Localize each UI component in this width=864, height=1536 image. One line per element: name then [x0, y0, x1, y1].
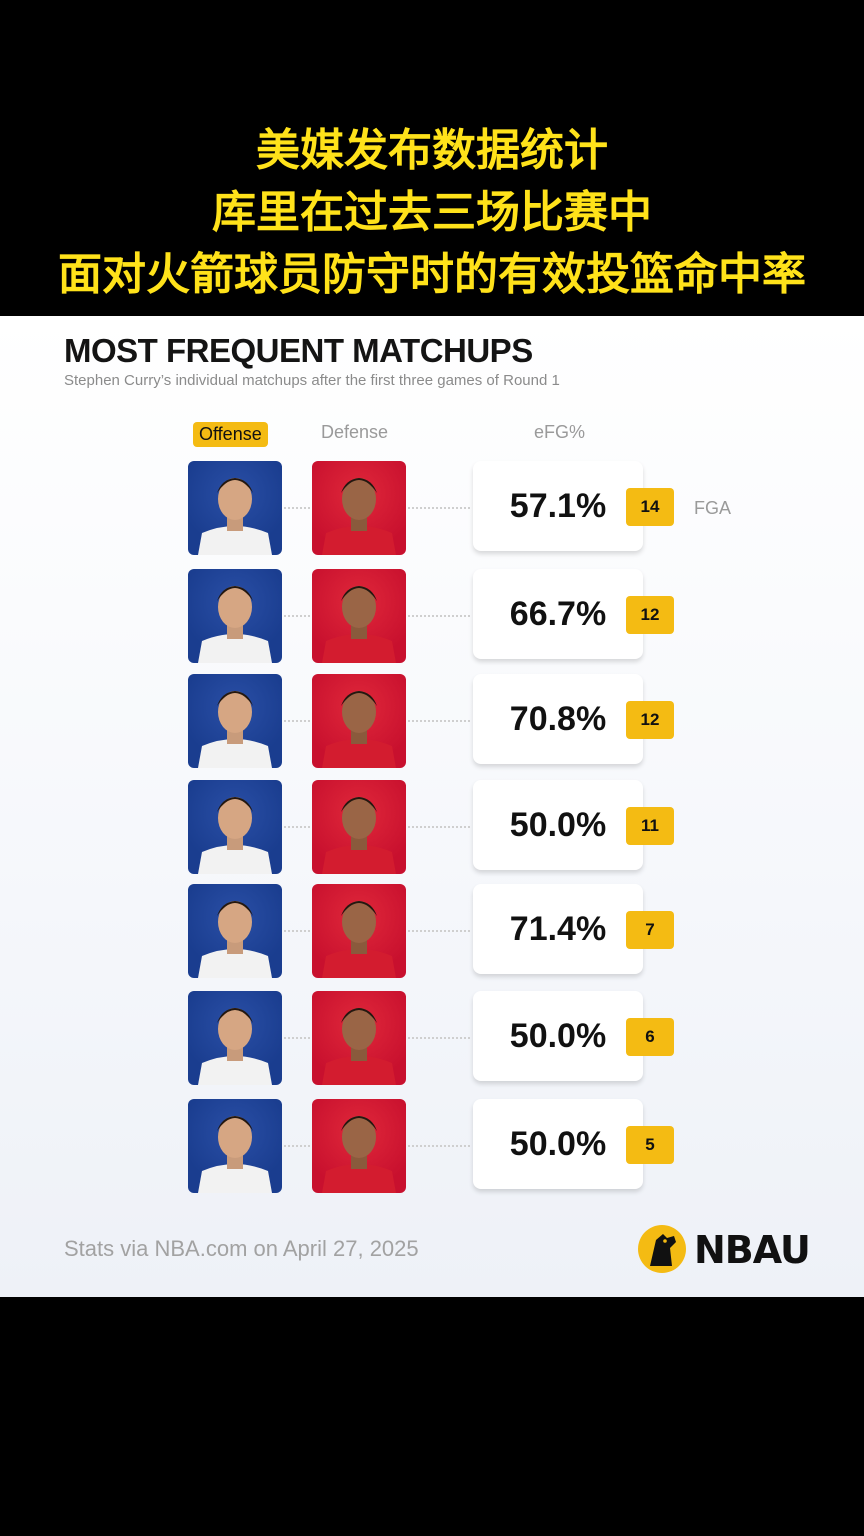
offense-avatar [188, 884, 282, 978]
matchup-row: 50.0% 5 [0, 1099, 864, 1193]
logo-dog-icon [638, 1225, 686, 1273]
row-connector [284, 1037, 310, 1039]
fga-badge: 6 [626, 1018, 674, 1056]
defense-avatar [312, 1099, 406, 1193]
efg-value: 66.7% [473, 569, 643, 659]
fga-badge: 12 [626, 596, 674, 634]
row-connector [284, 507, 310, 509]
efg-value: 50.0% [473, 1099, 643, 1189]
efg-value: 57.1% [473, 461, 643, 551]
offense-column-header: Offense [193, 422, 268, 447]
efg-value: 70.8% [473, 674, 643, 764]
matchup-row: 70.8% 12 [0, 674, 864, 768]
defense-player-photo [322, 691, 396, 768]
row-connector [408, 1037, 470, 1039]
efg-column-header: eFG% [534, 422, 586, 442]
overlay-title: 美媒发布数据统计 库里在过去三场比赛中 面对火箭球员防守时的有效投篮命中率 [0, 120, 864, 306]
offense-avatar [188, 780, 282, 874]
chart-subtitle: Stephen Curry’s individual matchups afte… [64, 372, 560, 389]
defense-avatar [312, 461, 406, 555]
offense-avatar [188, 569, 282, 663]
row-connector [408, 615, 470, 617]
row-connector [284, 720, 310, 722]
source-note: Stats via NBA.com on April 27, 2025 [64, 1236, 419, 1261]
fga-badge: 12 [626, 701, 674, 739]
overlay-line-2: 库里在过去三场比赛中 [212, 187, 652, 238]
efg-value: 71.4% [473, 884, 643, 974]
offense-player-photo [198, 586, 272, 663]
efg-value: 50.0% [473, 991, 643, 1081]
row-connector [284, 930, 310, 932]
fga-badge: 7 [626, 911, 674, 949]
chart-title: MOST FREQUENT MATCHUPS [64, 332, 533, 369]
matchup-row: 57.1% 14 FGA [0, 461, 864, 555]
defense-avatar [312, 884, 406, 978]
defense-player-photo [322, 1116, 396, 1193]
row-connector [284, 1145, 310, 1147]
efg-value: 50.0% [473, 780, 643, 870]
offense-player-photo [198, 1116, 272, 1193]
matchup-row: 50.0% 6 [0, 991, 864, 1085]
offense-player-photo [198, 478, 272, 555]
nbau-logo: NBAU [636, 1222, 811, 1276]
row-connector [408, 1145, 470, 1147]
logo-text: NBAU [694, 1228, 811, 1272]
row-connector [284, 615, 310, 617]
fga-label: FGA [694, 498, 732, 518]
fga-badge: 5 [626, 1126, 674, 1164]
row-connector [408, 507, 470, 509]
row-connector [408, 930, 470, 932]
defense-avatar [312, 991, 406, 1085]
defense-column-header: Defense [321, 422, 389, 442]
offense-player-photo [198, 1008, 272, 1085]
fga-badge: 14 [626, 488, 674, 526]
overlay-line-3: 面对火箭球员防守时的有效投篮命中率 [58, 249, 806, 300]
defense-player-photo [322, 478, 396, 555]
matchup-row: 66.7% 12 [0, 569, 864, 663]
matchup-row: 71.4% 7 [0, 884, 864, 978]
matchup-row: 50.0% 11 [0, 780, 864, 874]
row-connector [408, 720, 470, 722]
offense-player-photo [198, 901, 272, 978]
overlay-line-1: 美媒发布数据统计 [256, 125, 608, 176]
row-connector [408, 826, 470, 828]
defense-avatar [312, 569, 406, 663]
offense-player-photo [198, 797, 272, 874]
offense-avatar [188, 674, 282, 768]
defense-avatar [312, 674, 406, 768]
offense-player-photo [198, 691, 272, 768]
fga-badge: 11 [626, 807, 674, 845]
defense-avatar [312, 780, 406, 874]
offense-avatar [188, 1099, 282, 1193]
offense-avatar [188, 991, 282, 1085]
defense-player-photo [322, 797, 396, 874]
defense-player-photo [322, 901, 396, 978]
offense-avatar [188, 461, 282, 555]
matchup-card: MOST FREQUENT MATCHUPS Stephen Curry’s i… [0, 316, 864, 1297]
row-connector [284, 826, 310, 828]
defense-player-photo [322, 1008, 396, 1085]
defense-player-photo [322, 586, 396, 663]
